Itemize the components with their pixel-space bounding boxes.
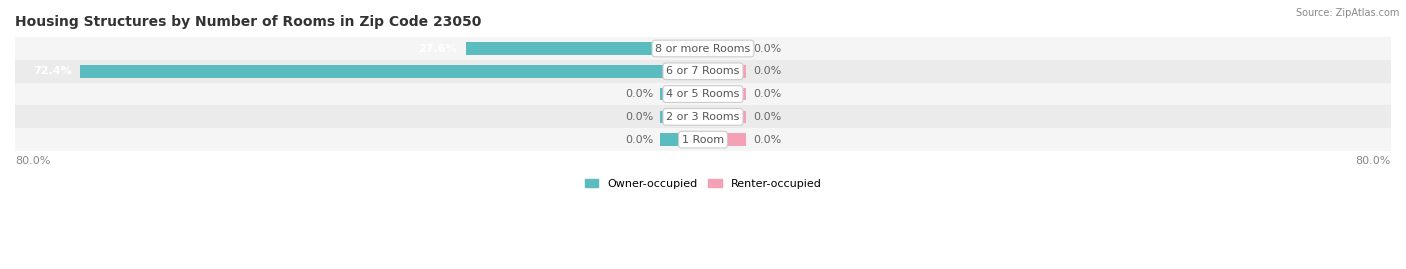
Bar bbox=[659, 133, 703, 146]
Bar bbox=[15, 37, 1391, 60]
Text: 0.0%: 0.0% bbox=[624, 112, 654, 122]
Text: 8 or more Rooms: 8 or more Rooms bbox=[655, 44, 751, 54]
Bar bbox=[703, 133, 747, 146]
Text: 1 Room: 1 Room bbox=[682, 135, 724, 145]
Bar bbox=[659, 88, 703, 100]
Bar bbox=[703, 65, 747, 77]
Bar bbox=[15, 105, 1391, 128]
Text: Source: ZipAtlas.com: Source: ZipAtlas.com bbox=[1295, 8, 1399, 18]
Text: 0.0%: 0.0% bbox=[752, 44, 782, 54]
Bar bbox=[80, 65, 703, 77]
Text: 0.0%: 0.0% bbox=[752, 112, 782, 122]
Text: 27.6%: 27.6% bbox=[419, 44, 457, 54]
Bar bbox=[15, 83, 1391, 105]
Bar bbox=[15, 60, 1391, 83]
Bar bbox=[703, 111, 747, 123]
Text: 2 or 3 Rooms: 2 or 3 Rooms bbox=[666, 112, 740, 122]
Bar bbox=[15, 128, 1391, 151]
Bar bbox=[703, 42, 747, 55]
Text: 6 or 7 Rooms: 6 or 7 Rooms bbox=[666, 66, 740, 76]
Text: 0.0%: 0.0% bbox=[624, 135, 654, 145]
Text: 80.0%: 80.0% bbox=[1355, 156, 1391, 166]
Text: 72.4%: 72.4% bbox=[32, 66, 72, 76]
Bar bbox=[465, 42, 703, 55]
Legend: Owner-occupied, Renter-occupied: Owner-occupied, Renter-occupied bbox=[581, 174, 825, 193]
Text: 0.0%: 0.0% bbox=[752, 66, 782, 76]
Text: 4 or 5 Rooms: 4 or 5 Rooms bbox=[666, 89, 740, 99]
Text: 0.0%: 0.0% bbox=[752, 135, 782, 145]
Text: 0.0%: 0.0% bbox=[752, 89, 782, 99]
Bar bbox=[703, 88, 747, 100]
Text: Housing Structures by Number of Rooms in Zip Code 23050: Housing Structures by Number of Rooms in… bbox=[15, 15, 481, 29]
Bar bbox=[659, 111, 703, 123]
Text: 80.0%: 80.0% bbox=[15, 156, 51, 166]
Text: 0.0%: 0.0% bbox=[624, 89, 654, 99]
